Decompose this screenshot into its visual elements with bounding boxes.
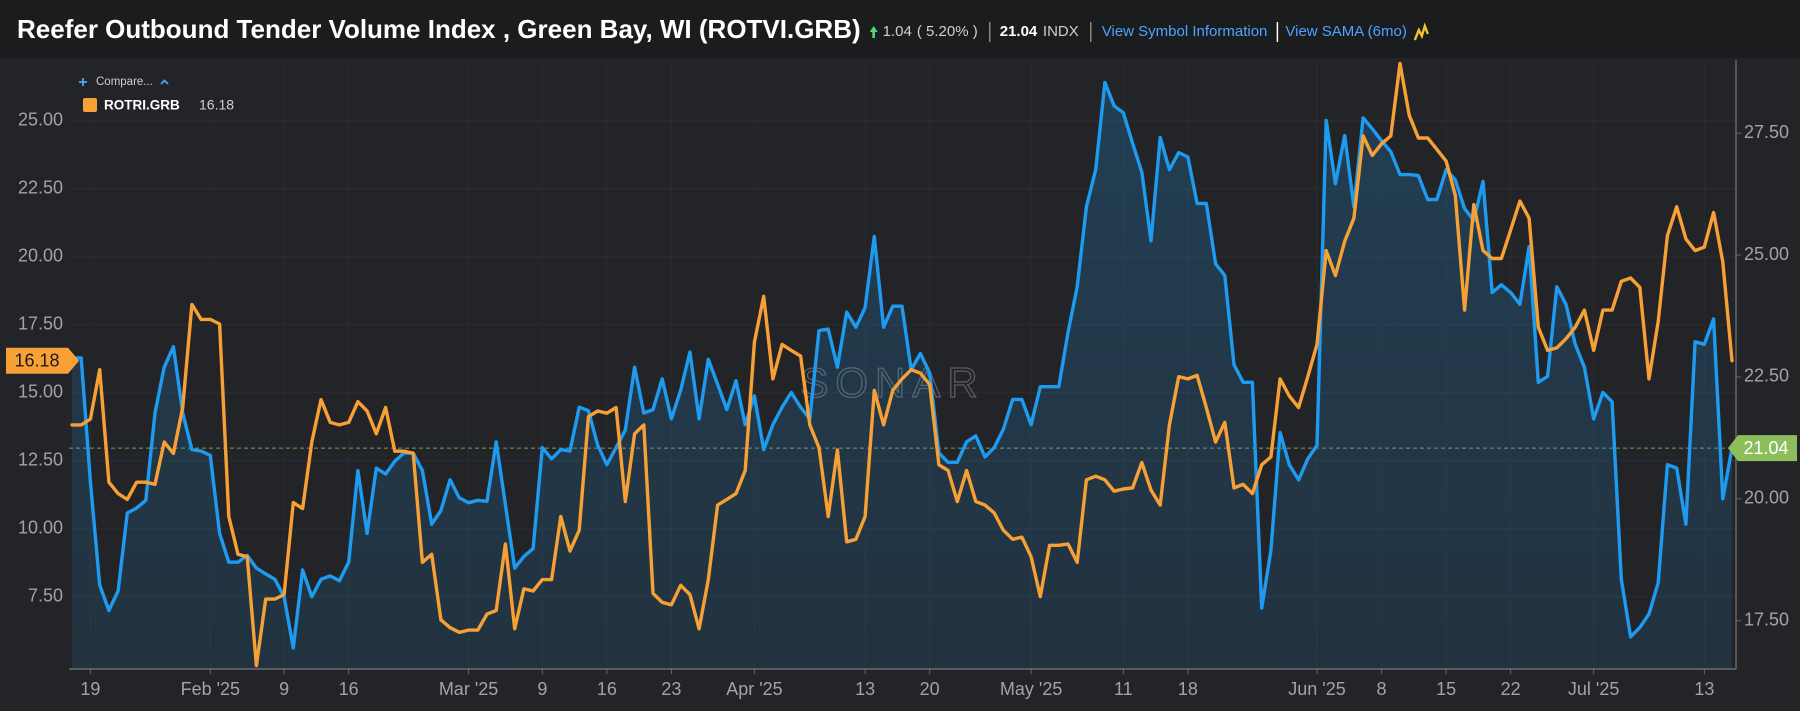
x-tick-label: Apr '25: [726, 679, 782, 699]
x-tick-label: 9: [279, 679, 289, 699]
y-tick-label: 17.50: [18, 314, 63, 334]
x-tick-label: 23: [661, 679, 681, 699]
x-tick-label: May '25: [1000, 679, 1062, 699]
symbol-info-link[interactable]: View Symbol Information: [1102, 23, 1268, 40]
x-tick-label: 16: [339, 679, 359, 699]
x-tick-label: 11: [1114, 679, 1133, 699]
y-tick-label: 22.50: [18, 178, 63, 198]
value-badge: 16.18: [6, 347, 79, 374]
x-tick-label: 15: [1436, 679, 1456, 699]
series-line: [70, 61, 1734, 668]
badge-shape: [1728, 435, 1797, 462]
header: Reefer Outbound Tender Volume Index , Gr…: [17, 14, 1429, 44]
x-tick-label: 20: [920, 679, 940, 699]
y2-tick-label: 20.00: [1744, 488, 1789, 508]
y-tick-label: 12.50: [18, 449, 63, 469]
series-area: [72, 82, 1732, 669]
y2-tick-label: 17.50: [1744, 609, 1789, 629]
series-line: [70, 80, 1734, 650]
y2-tick-label: 25.00: [1744, 244, 1789, 264]
y-tick-label: 15.00: [18, 382, 63, 402]
x-tick-label: Jun '25: [1288, 679, 1345, 699]
unit: INDX: [1043, 23, 1079, 40]
last-value: 21.04: [1000, 23, 1038, 40]
legend-label: ROTRI.GRB: [104, 98, 180, 113]
sama-icon-shape: [1413, 22, 1429, 41]
chart-title: Reefer Outbound Tender Volume Index , Gr…: [17, 14, 861, 44]
x-tick-label: 13: [1694, 679, 1714, 699]
badge-value: 16.18: [14, 350, 59, 370]
y-tick-label: 7.50: [28, 585, 63, 605]
header-bar: [0, 0, 1800, 58]
compare-button[interactable]: Compare...: [79, 76, 169, 88]
legend-swatch: [83, 98, 97, 112]
legend-value: 16.18: [199, 97, 234, 113]
x-tick-label: 13: [855, 679, 875, 699]
up-arrow-icon: [869, 26, 878, 38]
x-tick-label: 9: [537, 679, 547, 699]
x-tick-label: 19: [80, 679, 100, 699]
badge-shape: [6, 347, 79, 374]
y2-tick-label: 22.50: [1744, 366, 1789, 386]
x-tick-label: Feb '25: [181, 679, 240, 699]
x-tick-label: Jul '25: [1568, 679, 1619, 699]
compare-label: Compare...: [96, 76, 153, 88]
plot-area: 7.50 10.00 12.50 15.00 17.50 20.00 22.50 25.00 1…: [18, 60, 1789, 699]
x-tick-label: Mar '25: [439, 679, 498, 699]
caret-icon: [160, 79, 169, 85]
badge-value: 21.04: [1743, 438, 1788, 458]
change-value: 1.04: [883, 23, 912, 40]
y-tick-label: 10.00: [18, 517, 63, 537]
x-tick-label: 16: [597, 679, 617, 699]
x-tick-label: 18: [1178, 679, 1198, 699]
legend: Compare... ROTRI.GRB 16.18: [79, 76, 234, 113]
x-tick-label: 22: [1501, 679, 1521, 699]
y2-tick-label: 27.50: [1744, 122, 1789, 142]
sama-icon[interactable]: [1413, 22, 1429, 41]
y-tick-label: 20.00: [18, 246, 63, 266]
y-tick-label: 25.00: [18, 110, 63, 130]
value-badge: 21.04: [1728, 435, 1797, 462]
sama-link[interactable]: View SAMA (6mo): [1285, 23, 1406, 40]
x-tick-label: 8: [1377, 679, 1387, 699]
plus-icon: [79, 78, 87, 86]
change-percent: ( 5.20% ): [917, 23, 978, 40]
